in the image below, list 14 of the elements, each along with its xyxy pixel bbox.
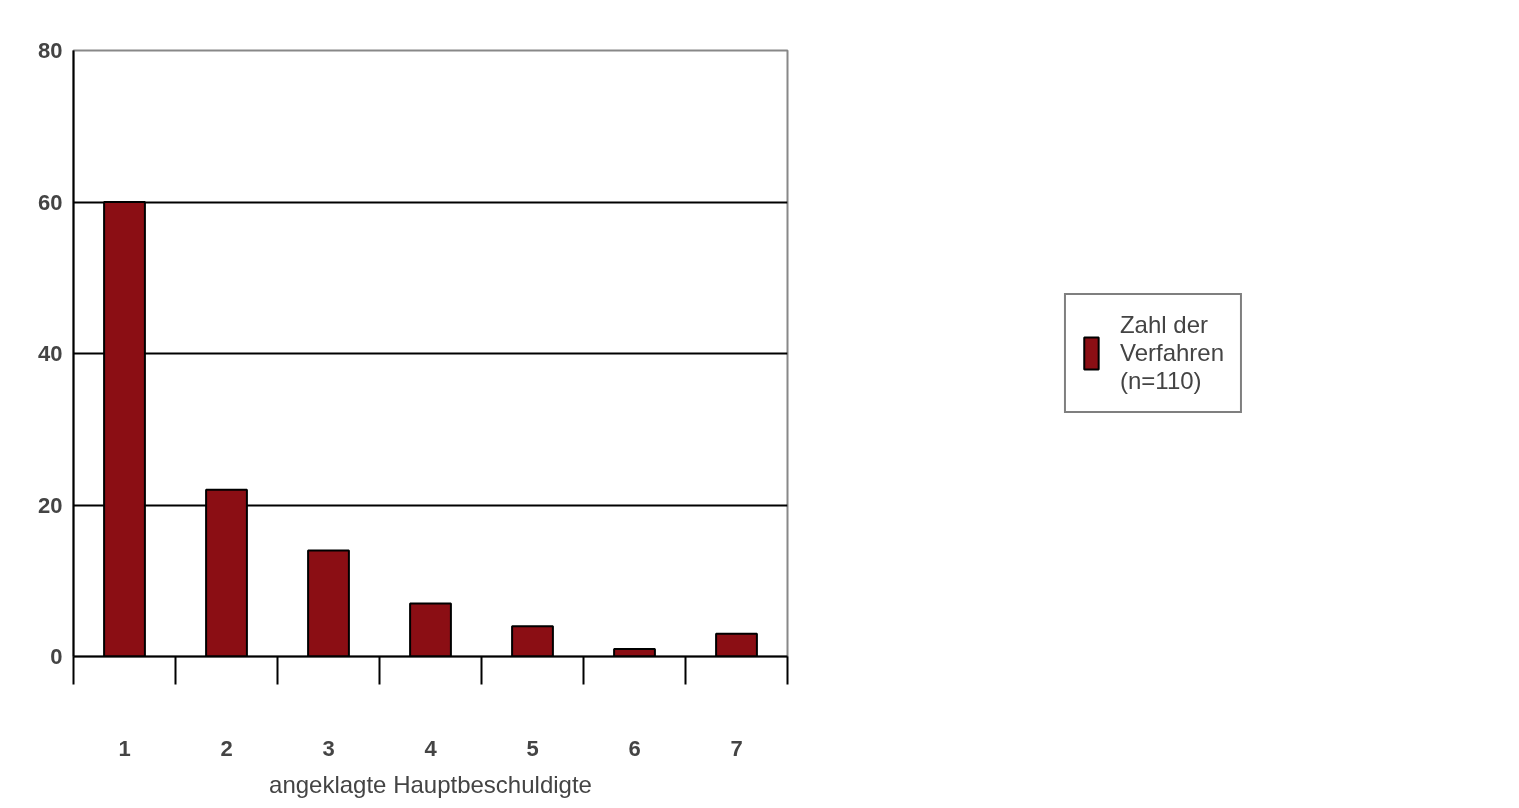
x-tick-label: 4 bbox=[424, 735, 438, 761]
x-tick-label: 1 bbox=[118, 735, 131, 761]
x-tick-label: 7 bbox=[730, 735, 743, 761]
y-tick-label: 60 bbox=[38, 189, 63, 215]
y-tick-label: 80 bbox=[38, 38, 63, 63]
legend-label: Zahl der Verfahren (n=110) bbox=[1119, 311, 1225, 395]
y-tick-label: 20 bbox=[38, 492, 63, 518]
x-tick-label: 3 bbox=[322, 735, 335, 761]
x-tick-label: 6 bbox=[628, 735, 641, 761]
x-axis-title: angeklagte Hauptbeschuldigte bbox=[269, 770, 592, 798]
y-tick-label: 40 bbox=[38, 341, 63, 366]
y-tick-label: 0 bbox=[50, 644, 63, 669]
x-tick-label: 2 bbox=[220, 735, 233, 761]
x-tick-label: 5 bbox=[526, 735, 539, 761]
